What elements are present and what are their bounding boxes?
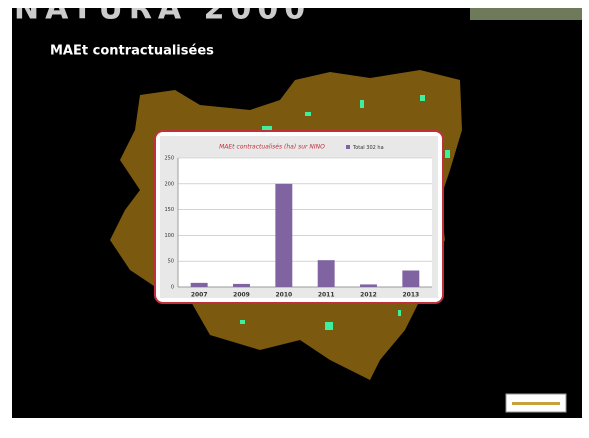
bar bbox=[190, 282, 208, 287]
bar bbox=[317, 260, 335, 287]
x-tick-label: 2013 bbox=[402, 292, 419, 299]
x-tick-label: 2007 bbox=[191, 292, 208, 299]
bar bbox=[275, 183, 293, 287]
y-tick-label: 0 bbox=[171, 285, 174, 291]
x-tick-label: 2009 bbox=[233, 292, 250, 299]
x-tick-label: 2012 bbox=[360, 292, 377, 299]
scale-bar-line bbox=[512, 402, 560, 405]
slide-title: MAEt contractualisées bbox=[50, 44, 214, 59]
legend-swatch bbox=[346, 145, 350, 149]
banner-mask bbox=[0, 0, 589, 8]
y-tick-label: 150 bbox=[164, 207, 174, 213]
y-tick-label: 200 bbox=[164, 181, 174, 187]
plot-area bbox=[178, 158, 432, 287]
bar bbox=[360, 284, 377, 287]
y-tick-label: 100 bbox=[164, 233, 174, 239]
banner-image bbox=[470, 8, 582, 20]
y-tick-label: 250 bbox=[164, 156, 174, 162]
x-tick-label: 2011 bbox=[318, 292, 335, 299]
bar bbox=[233, 283, 250, 287]
x-tick-label: 2010 bbox=[275, 292, 292, 299]
bar bbox=[402, 270, 420, 287]
y-tick-label: 50 bbox=[168, 259, 174, 265]
map-patches bbox=[240, 95, 450, 330]
legend-label: Total 302 ha bbox=[352, 145, 384, 151]
chart-title: MAEt contractualisés (ha) sur NINO bbox=[219, 144, 325, 151]
